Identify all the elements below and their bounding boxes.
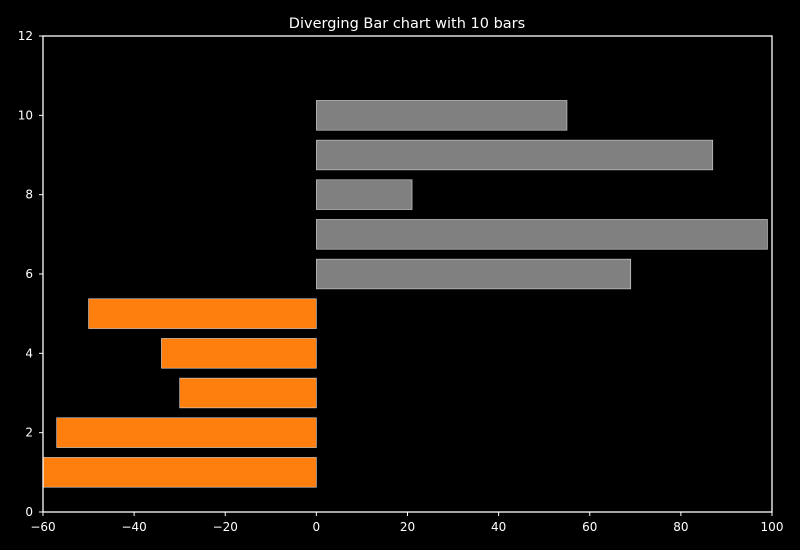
y-axis: 0 2 4 6 8 10 12 xyxy=(18,29,43,519)
x-tick-label: 80 xyxy=(673,520,688,534)
y-tick-label: 6 xyxy=(25,267,33,281)
x-tick-label: 100 xyxy=(761,520,784,534)
y-tick-label: 12 xyxy=(18,29,33,43)
x-tick-label: 20 xyxy=(400,520,415,534)
y-tick-label: 2 xyxy=(25,426,33,440)
x-tick-label: 60 xyxy=(582,520,597,534)
x-tick-label: −40 xyxy=(121,520,146,534)
x-tick-label: 40 xyxy=(491,520,506,534)
x-tick-label: 0 xyxy=(313,520,321,534)
bar-3 xyxy=(179,377,317,409)
bar-6 xyxy=(316,258,632,290)
x-axis: −60 −40 −20 0 20 40 60 80 100 xyxy=(30,512,783,534)
x-tick-label: −20 xyxy=(213,520,238,534)
y-tick-label: 10 xyxy=(18,108,33,122)
y-tick-label: 8 xyxy=(25,188,33,202)
bar-1 xyxy=(42,457,317,488)
chart-title: Diverging Bar chart with 10 bars xyxy=(289,16,525,32)
bar-7 xyxy=(316,219,768,250)
bar-2 xyxy=(56,417,317,448)
y-tick-label: 0 xyxy=(25,505,33,519)
y-tick-label: 4 xyxy=(25,346,33,360)
bar-8 xyxy=(316,179,413,210)
x-tick-label: −60 xyxy=(30,520,55,534)
bar-10 xyxy=(316,100,568,131)
bar-5 xyxy=(88,298,317,329)
bars-layer xyxy=(42,100,768,488)
bar-9 xyxy=(316,139,714,171)
bar-4 xyxy=(161,338,317,369)
